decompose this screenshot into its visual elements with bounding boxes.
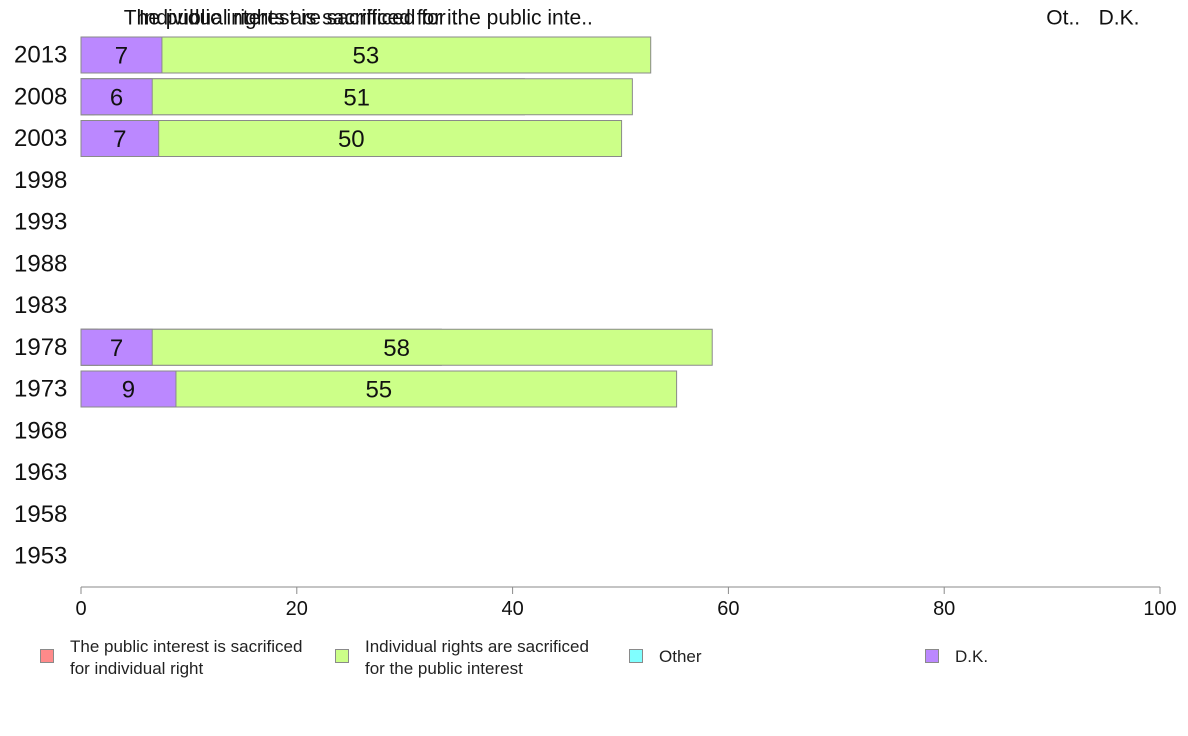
data-label: 55	[365, 377, 392, 404]
bar-segment	[80, 36, 163, 74]
x-tick-label: 40	[501, 598, 523, 620]
x-tick-label: 60	[717, 598, 739, 620]
y-tick-label: 1993	[14, 209, 67, 236]
legend-item-public-interest-sacrificed: The public interest is sacrificed for in…	[40, 636, 302, 680]
y-tick-label: 2008	[14, 83, 67, 110]
data-label: 58	[383, 335, 410, 362]
legend-label: D.K.	[955, 647, 989, 666]
legend-label: Individual rights are sacrificed for the…	[365, 637, 589, 678]
bar-segment	[80, 36, 652, 74]
legend-swatch-public-interest-sacrificed	[40, 649, 54, 663]
y-tick-label: 1973	[14, 376, 67, 403]
y-tick-label: 2013	[14, 42, 67, 69]
legend-item-individual-rights-sacrificed: Individual rights are sacrificed for the…	[335, 636, 589, 680]
bars: 39537415116415027335817355519	[80, 36, 713, 408]
x-tick-label: 100	[1143, 598, 1176, 620]
bar-segment	[80, 328, 713, 366]
bar-segment	[80, 120, 160, 157]
x-axis: 0 20 40 60 80 100	[75, 586, 1177, 620]
data-label: 50	[338, 126, 365, 153]
legend-item-other: Other	[629, 636, 702, 668]
column-headers: The public interest is sacrificed for i.…	[124, 7, 1140, 30]
data-label: 7	[115, 43, 128, 70]
bar-segment	[80, 370, 177, 408]
column-header: Ot..	[1046, 7, 1080, 30]
legend-swatch-individual-rights-sacrificed	[335, 649, 349, 663]
legend-swatch-other	[629, 649, 643, 663]
y-tick-label: 1953	[14, 543, 67, 570]
bar-segment	[80, 78, 633, 116]
column-header: D.K.	[1099, 7, 1140, 30]
legend-item-dk: D.K.	[925, 636, 988, 668]
data-label: 53	[353, 43, 380, 70]
legend-swatch-dk	[925, 649, 939, 663]
y-tick-label: 1998	[14, 167, 67, 194]
legend-label: The public interest is sacrificed for in…	[70, 637, 303, 678]
y-tick-label: 1978	[14, 334, 67, 361]
data-label: 6	[110, 84, 123, 111]
bar-segment	[80, 78, 153, 116]
y-tick-label: 1968	[14, 417, 67, 444]
column-header: The public interest is sacrificed for i.…	[124, 7, 464, 30]
x-tick-label: 20	[286, 598, 308, 620]
data-label: 7	[113, 126, 126, 153]
data-label: 9	[122, 377, 135, 404]
legend: The public interest is sacrificed for in…	[0, 636, 1188, 696]
column-header: Individual rights are sacrificed for the…	[139, 7, 593, 30]
y-axis-labels: 2013 2008 2003 1998 1993 1988 1983 1978 1973 1968…	[14, 42, 67, 570]
bar-segment	[80, 328, 153, 366]
y-tick-label: 2003	[14, 125, 67, 152]
x-tick-label: 80	[933, 598, 955, 620]
y-tick-label: 1958	[14, 501, 67, 528]
y-tick-label: 1983	[14, 292, 67, 319]
legend-label: Other	[659, 647, 702, 666]
data-label: 7	[110, 335, 123, 362]
data-label: 51	[343, 84, 370, 111]
y-tick-label: 1988	[14, 250, 67, 277]
x-tick-label: 0	[75, 598, 86, 620]
y-tick-label: 1963	[14, 459, 67, 486]
stacked-bar-chart: The public interest is sacrificed for i.…	[14, 7, 1177, 621]
